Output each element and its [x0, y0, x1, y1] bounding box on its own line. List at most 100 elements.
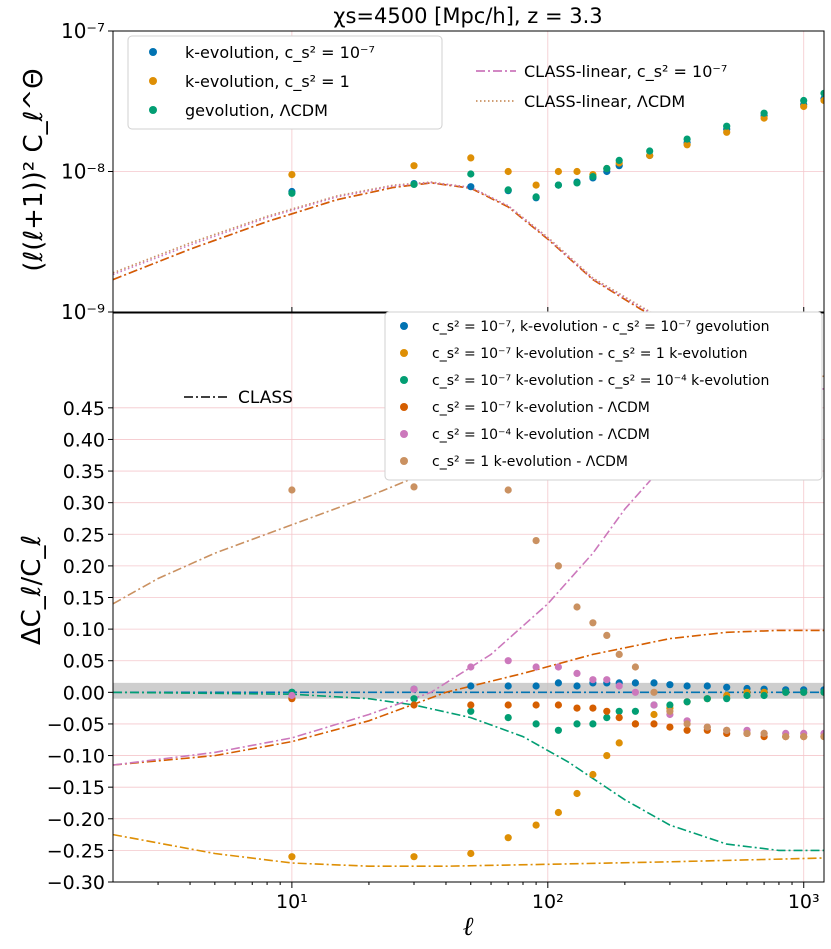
bottom-point-s2-17	[760, 691, 768, 700]
bottom-point-s2-3	[504, 714, 512, 722]
bottom-point-s5-3	[504, 486, 512, 494]
bottom-point-s2-5	[554, 726, 563, 734]
bottom-point-s2-8	[603, 714, 611, 722]
bottom-point-s4-11	[650, 701, 658, 709]
bottom-point-s4-0	[288, 691, 296, 700]
bottom-point-s5-19	[800, 733, 808, 741]
bottom-point-s3-4	[532, 701, 540, 709]
bottom-ytick-label-3: −0.15	[47, 777, 105, 799]
bottom-point-s0-6	[573, 682, 581, 690]
top-ytick-label-0: 10⁻⁹	[61, 300, 105, 324]
bottom-ytick-label-2: −0.20	[47, 809, 105, 831]
bottom-legend-marker-0	[400, 322, 408, 330]
bottom-point-s5-8	[603, 631, 611, 640]
bottom-legend-box	[384, 311, 823, 481]
top-point-s2-6	[573, 179, 581, 187]
top-point-s1-2	[467, 154, 475, 162]
bottom-point-s1-1	[410, 853, 418, 861]
bottom-point-s2-4	[532, 720, 540, 728]
bottom-point-s5-11	[650, 688, 658, 696]
bottom-point-s5-0	[288, 486, 296, 494]
bottom-point-s2-2	[467, 707, 475, 715]
bottom-ytick-label-9: 0.15	[63, 588, 105, 610]
bottom-point-s1-4	[532, 821, 540, 829]
top-point-s2-15	[820, 89, 824, 97]
bottom-ytick-label-6: 0.00	[63, 682, 105, 704]
bottom-legend-marker-3	[400, 403, 408, 411]
top-point-s1-5	[554, 167, 563, 176]
bottom-point-s3-8	[603, 707, 611, 715]
bottom-point-s5-5	[554, 562, 563, 570]
bottom-legend-label-4: c_s² = 10⁻⁴ k-evolution - ΛCDM	[432, 427, 650, 443]
bottom-legend-label-5: c_s² = 1 k-evolution - ΛCDM	[432, 454, 628, 470]
top-line-class-linear-cdm-overlay	[113, 181, 651, 312]
bottom-point-s2-1	[410, 695, 418, 703]
bottom-point-s5-1	[410, 483, 418, 491]
bottom-point-s1-7	[589, 770, 597, 779]
top-legend-label-2: gevolution, ΛCDM	[185, 101, 328, 120]
bottom-ytick-label-4: −0.10	[47, 746, 105, 768]
top-legend-label-4: CLASS-linear, ΛCDM	[524, 92, 685, 111]
top-point-s2-10	[646, 147, 654, 155]
bottom-point-s5-13	[683, 720, 691, 728]
top-ytick-label-1: 10⁻⁸	[61, 160, 105, 184]
top-point-s2-12	[723, 122, 731, 130]
bottom-point-s3-7	[589, 704, 597, 712]
bottom-xtick-label-0: 10¹	[276, 891, 308, 913]
top-legend-marker-0	[149, 48, 157, 56]
bottom-point-s0-13	[683, 682, 691, 690]
top-legend-marker-1	[149, 77, 157, 85]
bottom-panel: −0.30 −0.25 −0.20 −0.15 −0.10 −0.05 0.00 0.05 0.…	[17, 311, 825, 942]
top-point-s2-9	[615, 156, 623, 164]
bottom-point-s3-10	[631, 720, 640, 728]
top-point-s1-12	[723, 128, 731, 136]
bottom-point-s5-16	[743, 729, 751, 738]
bottom-point-s2-14	[703, 695, 711, 703]
bottom-point-s1-0	[288, 853, 296, 861]
bottom-point-s0-14	[703, 682, 711, 690]
bottom-legend-label-0: c_s² = 10⁻⁷, k-evolution - c_s² = 10⁻⁷ g…	[432, 319, 770, 335]
bottom-point-s1-2	[467, 849, 475, 858]
bottom-point-s5-6	[573, 603, 581, 611]
bottom-ytick-label-7: 0.05	[63, 651, 105, 673]
bottom-point-s1-11	[650, 710, 658, 719]
top-point-s2-5	[554, 181, 563, 189]
bottom-point-s3-1	[410, 701, 418, 709]
bottom-point-s2-10	[631, 707, 640, 715]
chart-title: χs=4500 [Mpc/h], z = 3.3	[333, 4, 602, 28]
bottom-point-s5-7	[589, 619, 597, 627]
bottom-point-s5-20	[820, 733, 824, 741]
bottom-point-s3-3	[504, 701, 512, 709]
bottom-point-s2-16	[743, 691, 751, 700]
bottom-point-s4-9	[615, 682, 623, 690]
bottom-ytick-label-14: 0.40	[63, 429, 105, 451]
bottom-point-s3-13	[683, 726, 691, 734]
bottom-point-s5-17	[760, 729, 768, 738]
bottom-ytick-label-15: 0.45	[63, 398, 105, 420]
bottom-ytick-label-1: −0.25	[47, 840, 105, 862]
bottom-point-s4-10	[631, 688, 640, 696]
bottom-point-s0-3	[504, 682, 512, 690]
bottom-point-s2-12	[666, 701, 674, 709]
top-point-s2-13	[760, 109, 768, 117]
bottom-point-s4-7	[589, 676, 597, 684]
top-point-s1-15	[820, 96, 824, 105]
top-point-s1-0	[288, 171, 296, 179]
bottom-point-s4-1	[410, 685, 418, 693]
top-legend-label-3: CLASS-linear, c_s² = 10⁻⁷	[524, 62, 727, 82]
bottom-point-s1-9	[615, 739, 623, 747]
bottom-line-class-c-s-10-c-s-1	[113, 833, 824, 868]
top-line-class-linear-c-s-10-overlay	[113, 182, 648, 312]
bottom-point-s3-6	[573, 704, 581, 712]
bottom-xtick-label-2: 10³	[788, 891, 820, 913]
top-point-s2-14	[800, 96, 808, 105]
bottom-legend-label-1: c_s² = 10⁻⁷ k-evolution - c_s² = 1 k-evo…	[432, 346, 747, 362]
top-ytick-label-2: 10⁻⁷	[61, 19, 105, 43]
bottom-point-s2-20	[820, 688, 824, 696]
bottom-point-s2-19	[800, 688, 808, 696]
top-point-s1-11	[683, 141, 691, 149]
top-point-s2-1	[410, 180, 418, 188]
top-point-s1-14	[800, 102, 808, 111]
bottom-point-s4-6	[573, 669, 581, 678]
top-line-class-linear-cdm	[113, 181, 653, 312]
